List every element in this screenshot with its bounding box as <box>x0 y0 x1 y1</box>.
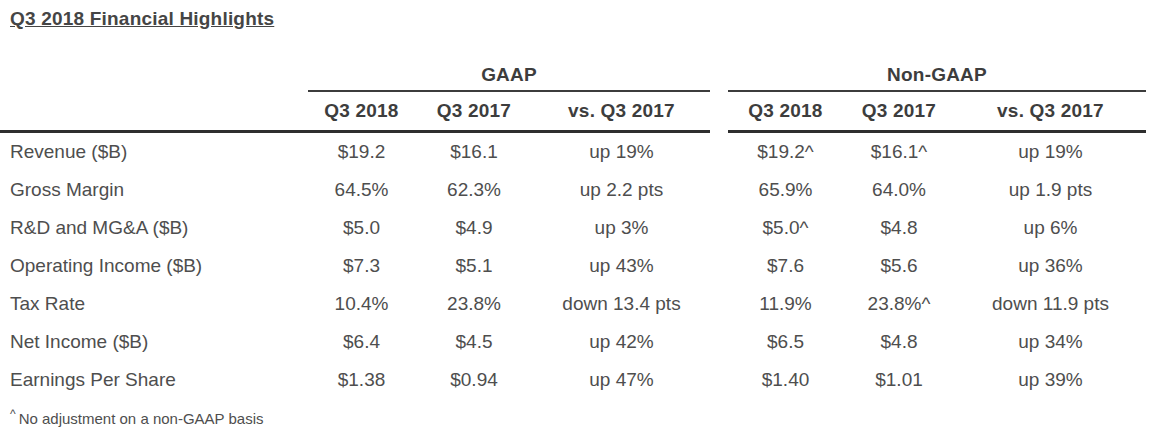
row-gap <box>710 133 728 171</box>
net-income-gaap-q3-2017: $4.5 <box>415 323 533 361</box>
row-label-gross-margin: Gross Margin <box>0 171 308 209</box>
financial-highlights-table: GAAP Non-GAAP Q3 2018 Q3 2017 vs. Q3 201… <box>0 56 1152 399</box>
net-income-non-gaap-q3-2017: $4.8 <box>843 323 955 361</box>
rd-mga-non-gaap-q3-2017: $4.8 <box>843 209 955 247</box>
eps-gaap-q3-2018: $1.38 <box>308 361 415 399</box>
row-gap <box>710 247 728 285</box>
revenue-non-gaap-vs: up 19% <box>955 133 1146 171</box>
column-header-non-gaap-q3-2017: Q3 2017 <box>843 92 955 133</box>
net-income-gaap-vs: up 42% <box>533 323 710 361</box>
financial-highlights-page: Q3 2018 Financial Highlights GAAP Non-GA… <box>0 0 1152 427</box>
revenue-non-gaap-q3-2018: $19.2^ <box>728 133 843 171</box>
gross-margin-gaap-vs: up 2.2 pts <box>533 171 710 209</box>
column-header-non-gaap-q3-2018: Q3 2018 <box>728 92 843 133</box>
row-gap <box>710 361 728 399</box>
row-gap <box>710 323 728 361</box>
gross-margin-non-gaap-q3-2017: 64.0% <box>843 171 955 209</box>
revenue-gaap-q3-2017: $16.1 <box>415 133 533 171</box>
net-income-gaap-q3-2018: $6.4 <box>308 323 415 361</box>
gross-margin-gaap-q3-2018: 64.5% <box>308 171 415 209</box>
eps-non-gaap-q3-2018: $1.40 <box>728 361 843 399</box>
row-label-rd-mga: R&D and MG&A ($B) <box>0 209 308 247</box>
rd-mga-gaap-q3-2017: $4.9 <box>415 209 533 247</box>
row-gap <box>710 285 728 323</box>
row-gap <box>710 209 728 247</box>
operating-income-non-gaap-vs: up 36% <box>955 247 1146 285</box>
net-income-non-gaap-q3-2018: $6.5 <box>728 323 843 361</box>
tax-rate-gaap-q3-2017: 23.8% <box>415 285 533 323</box>
tax-rate-gaap-q3-2018: 10.4% <box>308 285 415 323</box>
net-income-non-gaap-vs: up 34% <box>955 323 1146 361</box>
page-title: Q3 2018 Financial Highlights <box>0 8 1152 30</box>
operating-income-non-gaap-q3-2017: $5.6 <box>843 247 955 285</box>
revenue-non-gaap-q3-2017: $16.1^ <box>843 133 955 171</box>
column-header-spacer <box>0 92 308 133</box>
footnote-text: No adjustment on a non-GAAP basis <box>19 410 264 427</box>
column-header-non-gaap-vs-q3-2017: vs. Q3 2017 <box>955 92 1146 133</box>
row-label-revenue: Revenue ($B) <box>0 133 308 171</box>
rd-mga-non-gaap-q3-2018: $5.0^ <box>728 209 843 247</box>
rd-mga-non-gaap-vs: up 6% <box>955 209 1146 247</box>
revenue-gaap-vs: up 19% <box>533 133 710 171</box>
column-header-gap <box>710 92 728 130</box>
tax-rate-gaap-vs: down 13.4 pts <box>533 285 710 323</box>
tax-rate-non-gaap-q3-2017: 23.8%^ <box>843 285 955 323</box>
column-header-gaap-q3-2018: Q3 2018 <box>308 92 415 133</box>
group-header-spacer <box>0 56 308 90</box>
footnote: ^No adjustment on a non-GAAP basis <box>0 407 1152 427</box>
rd-mga-gaap-vs: up 3% <box>533 209 710 247</box>
row-label-eps: Earnings Per Share <box>0 361 308 399</box>
eps-non-gaap-q3-2017: $1.01 <box>843 361 955 399</box>
footnote-caret-marker: ^ <box>10 407 16 421</box>
row-label-operating-income: Operating Income ($B) <box>0 247 308 285</box>
group-header-non-gaap: Non-GAAP <box>728 56 1146 92</box>
eps-gaap-vs: up 47% <box>533 361 710 399</box>
group-header-gap <box>710 56 728 90</box>
operating-income-gaap-q3-2017: $5.1 <box>415 247 533 285</box>
rd-mga-gaap-q3-2018: $5.0 <box>308 209 415 247</box>
tax-rate-non-gaap-vs: down 11.9 pts <box>955 285 1146 323</box>
group-header-gaap: GAAP <box>308 56 710 92</box>
revenue-gaap-q3-2018: $19.2 <box>308 133 415 171</box>
operating-income-gaap-q3-2018: $7.3 <box>308 247 415 285</box>
operating-income-gaap-vs: up 43% <box>533 247 710 285</box>
column-header-gaap-q3-2017: Q3 2017 <box>415 92 533 133</box>
row-label-net-income: Net Income ($B) <box>0 323 308 361</box>
column-header-gaap-vs-q3-2017: vs. Q3 2017 <box>533 92 710 133</box>
operating-income-non-gaap-q3-2018: $7.6 <box>728 247 843 285</box>
eps-gaap-q3-2017: $0.94 <box>415 361 533 399</box>
gross-margin-non-gaap-vs: up 1.9 pts <box>955 171 1146 209</box>
row-gap <box>710 171 728 209</box>
tax-rate-non-gaap-q3-2018: 11.9% <box>728 285 843 323</box>
row-label-tax-rate: Tax Rate <box>0 285 308 323</box>
gross-margin-gaap-q3-2017: 62.3% <box>415 171 533 209</box>
gross-margin-non-gaap-q3-2018: 65.9% <box>728 171 843 209</box>
eps-non-gaap-vs: up 39% <box>955 361 1146 399</box>
